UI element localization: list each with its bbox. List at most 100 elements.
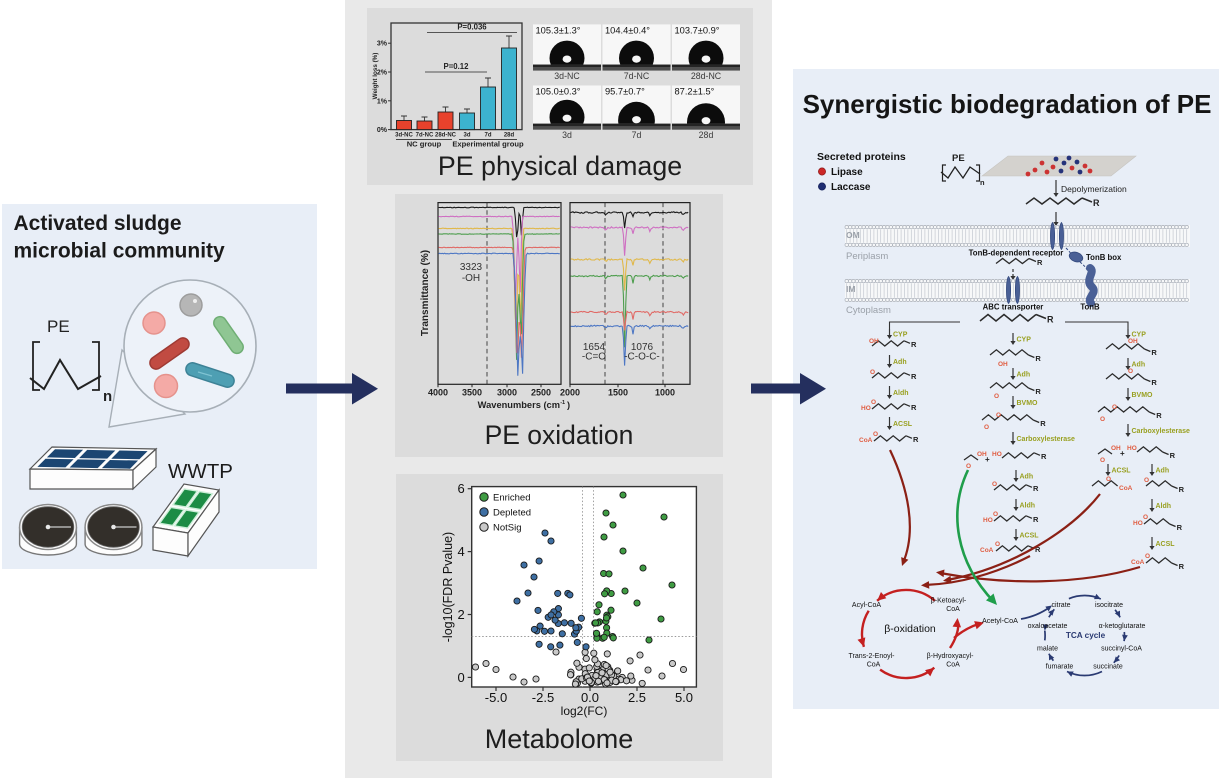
svg-text:HO: HO xyxy=(1133,520,1143,527)
svg-text:1076: 1076 xyxy=(631,342,654,353)
svg-text:WWTP: WWTP xyxy=(168,460,233,483)
svg-text:3d-NC: 3d-NC xyxy=(395,133,413,139)
svg-text:ACSL: ACSL xyxy=(1156,541,1176,548)
svg-text:O: O xyxy=(994,393,999,400)
svg-text:R: R xyxy=(1047,315,1054,325)
svg-text:O: O xyxy=(1143,514,1148,521)
svg-text:NC group: NC group xyxy=(407,140,442,149)
svg-text:HO: HO xyxy=(983,517,993,524)
svg-text:O: O xyxy=(1144,477,1149,484)
svg-text:2: 2 xyxy=(457,607,464,622)
svg-text:Periplasm: Periplasm xyxy=(846,251,888,262)
svg-text:TonB box: TonB box xyxy=(1086,253,1122,262)
svg-text:Depleted: Depleted xyxy=(493,507,531,518)
svg-text:HO: HO xyxy=(1127,445,1137,452)
svg-text:Acetyl-CoA: Acetyl-CoA xyxy=(982,616,1018,625)
svg-text:β-Hydroxyacyl-: β-Hydroxyacyl- xyxy=(927,653,974,660)
svg-text:-OH: -OH xyxy=(462,273,480,284)
svg-text:104.4±0.4°: 104.4±0.4° xyxy=(605,25,650,35)
svg-text:Carboxylesterase: Carboxylesterase xyxy=(1132,428,1190,435)
svg-text:+: + xyxy=(985,455,990,464)
svg-text:2.5: 2.5 xyxy=(628,690,646,705)
svg-text:2%: 2% xyxy=(377,70,388,77)
svg-text:-2.5: -2.5 xyxy=(532,690,554,705)
svg-text:microbial community: microbial community xyxy=(14,240,226,263)
svg-text:R: R xyxy=(911,403,917,412)
svg-text:OH: OH xyxy=(977,451,987,458)
svg-text:fumarate: fumarate xyxy=(1046,664,1074,671)
svg-text:Aldh: Aldh xyxy=(1156,503,1172,510)
svg-text:4: 4 xyxy=(457,544,464,559)
svg-text:OH: OH xyxy=(869,338,879,345)
svg-text:28d-NC: 28d-NC xyxy=(435,133,457,139)
svg-text:HO: HO xyxy=(861,405,871,412)
svg-text:O: O xyxy=(1145,553,1150,560)
svg-text:28d: 28d xyxy=(699,130,714,140)
svg-text:IM: IM xyxy=(846,284,855,294)
svg-text:succinate: succinate xyxy=(1093,664,1123,671)
svg-text:Adh: Adh xyxy=(1156,468,1170,475)
svg-text:R: R xyxy=(1035,387,1041,396)
svg-text:OM: OM xyxy=(846,230,860,240)
svg-text:Transmittance (%): Transmittance (%) xyxy=(420,250,431,336)
svg-text:CYP: CYP xyxy=(1132,332,1147,339)
svg-text:Carboxylesterase: Carboxylesterase xyxy=(1017,436,1075,443)
svg-text:O: O xyxy=(1128,368,1133,375)
svg-text:Depolymerization: Depolymerization xyxy=(1061,184,1127,194)
svg-text:malate: malate xyxy=(1037,646,1058,653)
svg-text:O: O xyxy=(1100,416,1105,423)
svg-text:PE: PE xyxy=(47,317,70,336)
svg-text:CoA: CoA xyxy=(859,437,873,444)
svg-text:β-oxidation: β-oxidation xyxy=(884,623,936,635)
svg-text:n: n xyxy=(980,178,985,187)
svg-text:7d: 7d xyxy=(632,130,642,140)
svg-text:Weight loss (%): Weight loss (%) xyxy=(372,53,379,100)
svg-text:O: O xyxy=(871,399,876,406)
svg-text:4000: 4000 xyxy=(428,387,448,397)
svg-text:1000: 1000 xyxy=(655,387,675,397)
svg-text:TonB: TonB xyxy=(1080,303,1100,312)
svg-text:O: O xyxy=(995,541,1000,548)
svg-text:O: O xyxy=(996,412,1001,419)
svg-text:BVMO: BVMO xyxy=(1132,392,1154,399)
svg-text:PE: PE xyxy=(952,153,965,164)
svg-text:3000: 3000 xyxy=(497,387,517,397)
svg-text:3500: 3500 xyxy=(462,387,482,397)
svg-text:1654: 1654 xyxy=(583,342,606,353)
svg-text:isocitrate: isocitrate xyxy=(1095,602,1123,609)
svg-text:0%: 0% xyxy=(377,127,388,134)
svg-text:O: O xyxy=(1112,404,1117,411)
svg-text:HO: HO xyxy=(992,451,1002,458)
svg-text:87.2±1.5°: 87.2±1.5° xyxy=(675,87,715,97)
svg-text:oxaloacetate: oxaloacetate xyxy=(1028,623,1068,630)
svg-text:3d-NC: 3d-NC xyxy=(554,71,580,81)
svg-text:Activated sludge: Activated sludge xyxy=(14,212,182,235)
svg-text:-1: -1 xyxy=(560,400,565,406)
svg-text:CYP: CYP xyxy=(893,332,908,339)
svg-text:O: O xyxy=(870,369,875,376)
svg-text:105.0±0.3°: 105.0±0.3° xyxy=(536,87,581,97)
svg-text:0.0: 0.0 xyxy=(581,690,599,705)
svg-text:Metabolome: Metabolome xyxy=(485,724,634,754)
svg-text:1%: 1% xyxy=(377,98,388,105)
svg-text:β-Ketoacyl-: β-Ketoacyl- xyxy=(931,598,967,605)
svg-text:R: R xyxy=(1033,484,1039,493)
svg-text:7d-NC: 7d-NC xyxy=(416,133,434,139)
svg-text:Lipase: Lipase xyxy=(831,167,863,178)
svg-text:6: 6 xyxy=(457,481,464,496)
svg-text:Aldh: Aldh xyxy=(893,390,909,397)
svg-text:7d-NC: 7d-NC xyxy=(624,71,650,81)
svg-text:R: R xyxy=(911,372,917,381)
svg-text:OH: OH xyxy=(1111,445,1121,452)
svg-text:α-ketoglutarate: α-ketoglutarate xyxy=(1099,623,1146,630)
svg-text:log2(FC): log2(FC) xyxy=(561,704,608,718)
svg-text:Cytoplasm: Cytoplasm xyxy=(846,305,891,316)
svg-text:): ) xyxy=(567,400,570,410)
svg-text:O: O xyxy=(984,424,989,431)
svg-text:PE oxidation: PE oxidation xyxy=(485,420,634,450)
svg-text:O: O xyxy=(1100,457,1105,464)
svg-text:R: R xyxy=(1035,545,1041,554)
svg-text:P=0.036: P=0.036 xyxy=(457,23,487,32)
svg-text:Adh: Adh xyxy=(1017,372,1031,379)
svg-text:105.3±1.3°: 105.3±1.3° xyxy=(536,25,581,35)
